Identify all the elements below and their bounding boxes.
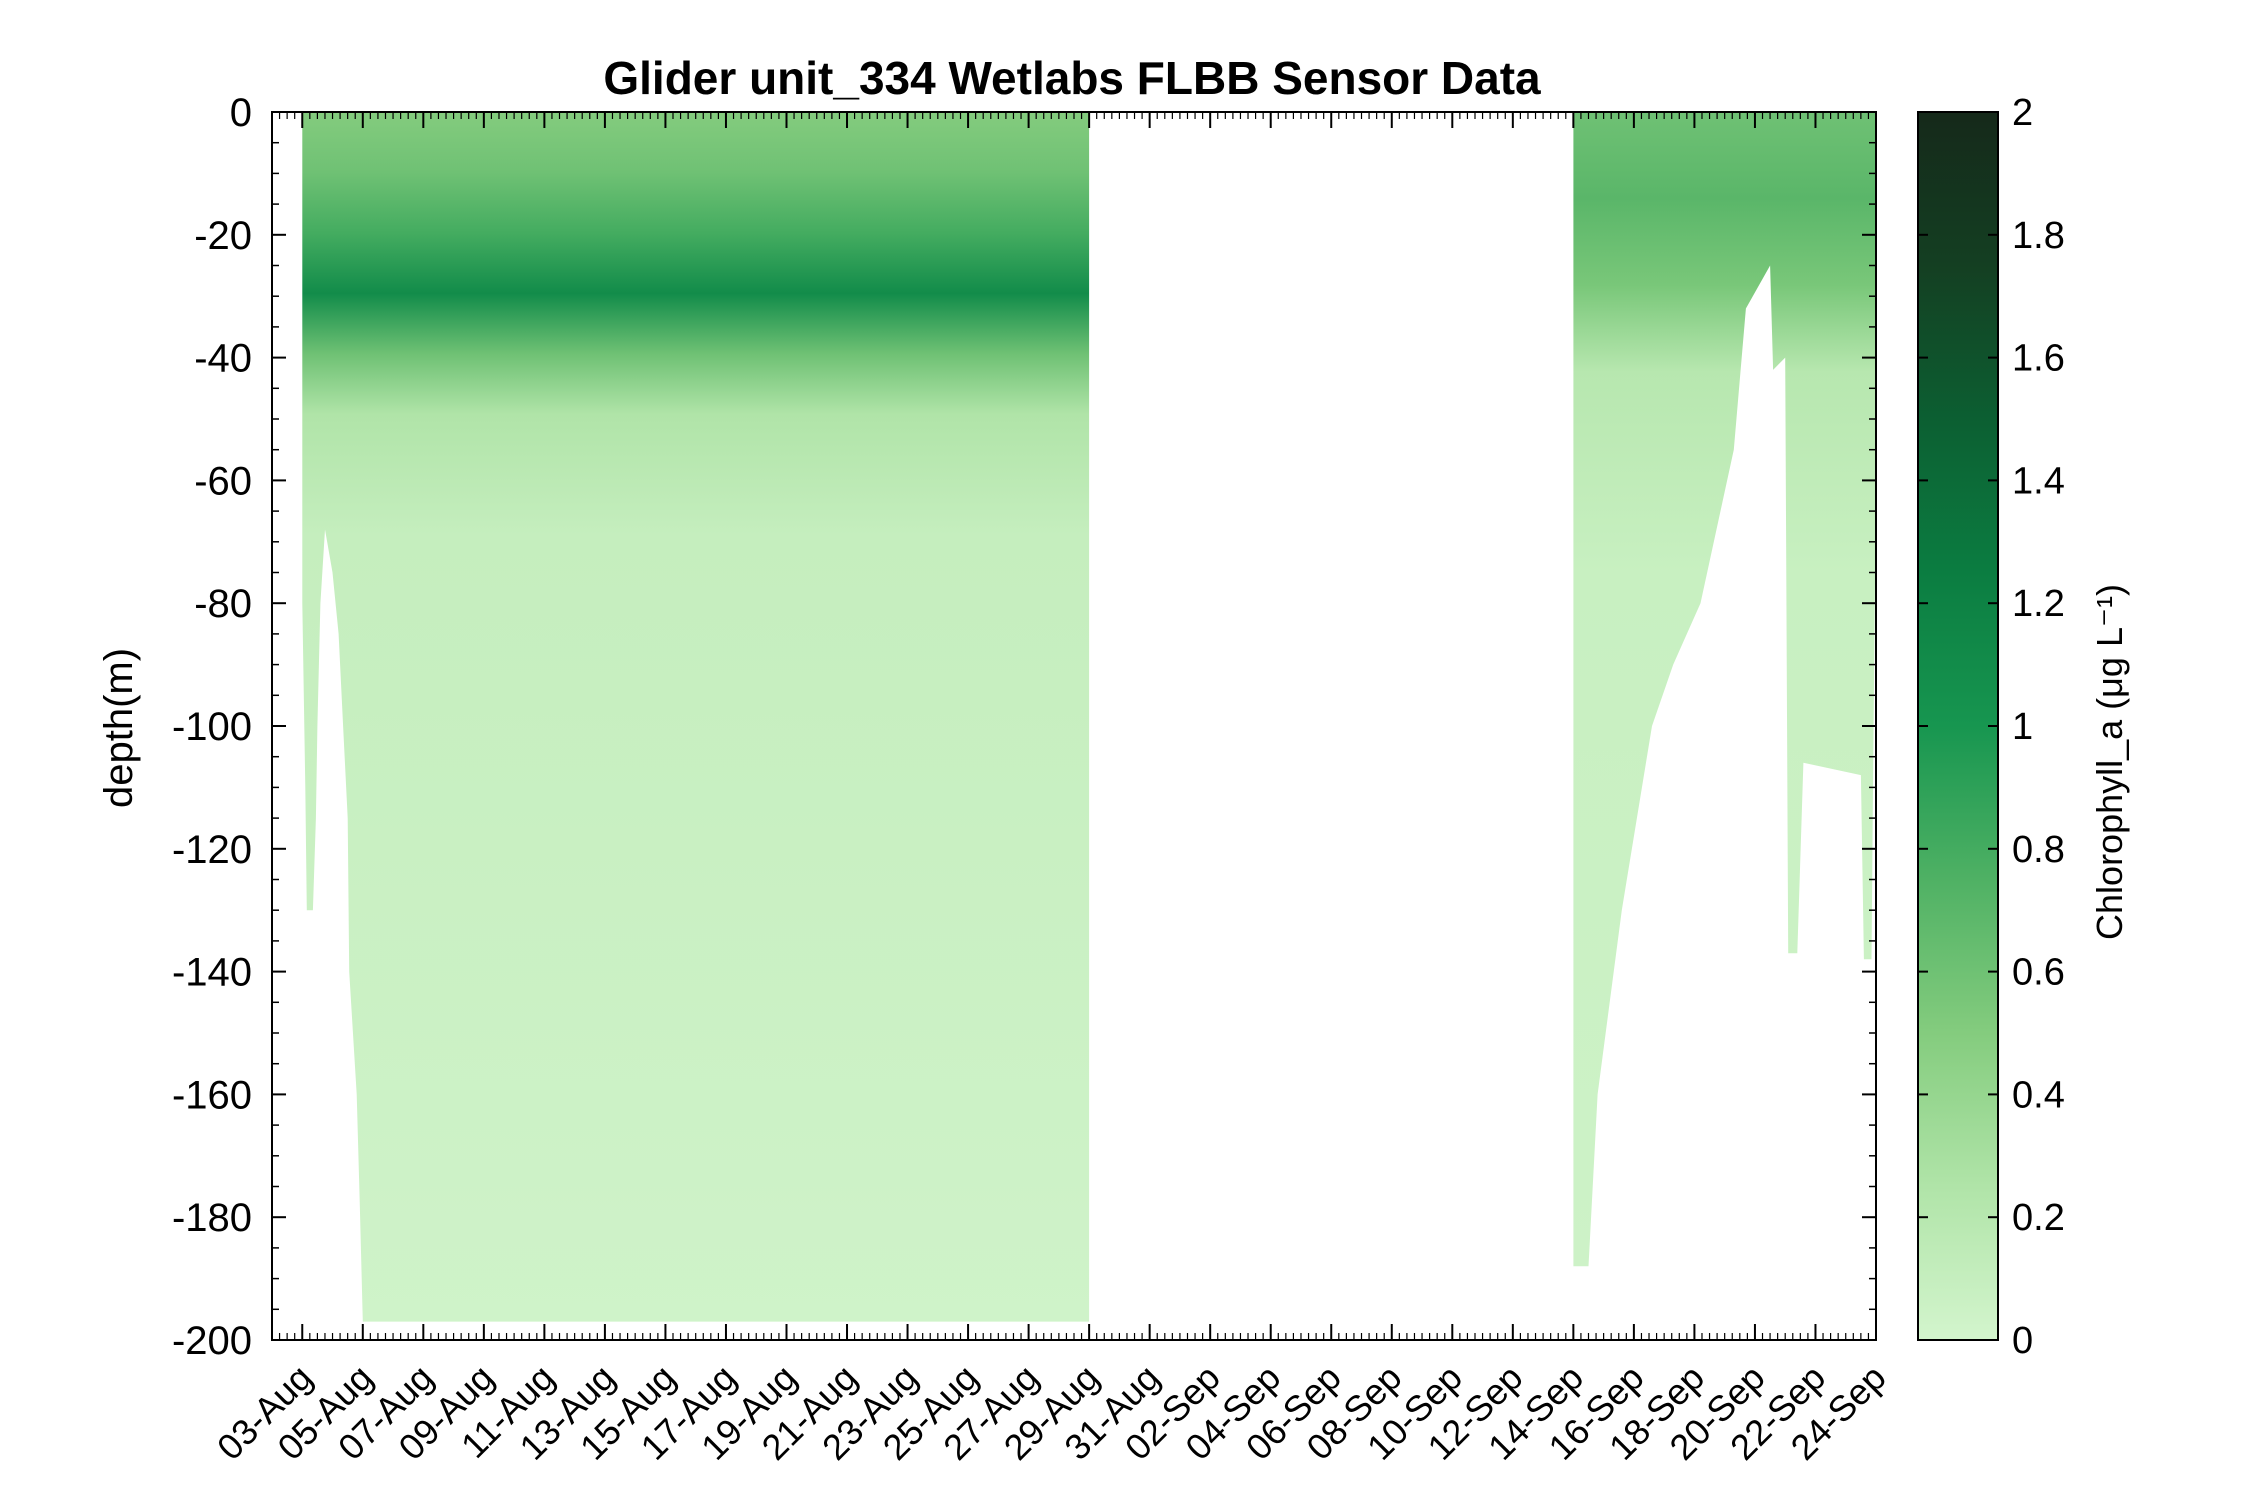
colorbar: 0 0.2 0.4 0.6 0.8 1 1.2 1.4 1.6 1.8 2 Chlorophyll_… [1917,92,2130,1362]
y-tick-label: -200 [172,1319,252,1363]
chart-title: Glider unit_334 Wetlabs FLBB Sensor Data [603,52,1541,104]
colorbar-tick-label: 0 [2012,1320,2033,1362]
y-tick-label: -80 [194,582,252,626]
y-tick-label: -160 [172,1073,252,1117]
plot-area [302,112,1876,1322]
colorbar-tick-label: 1.4 [2012,460,2065,502]
y-axis-label: depth(m) [97,648,141,808]
y-tick-label: 0 [230,91,252,135]
y-axis: 0 -20 -40 -60 -80 -100 -120 -140 -160 -180 -200 [172,91,1876,1363]
colorbar-tick-label: 0.6 [2012,952,2065,994]
y-tick-label: -180 [172,1196,252,1240]
y-tick-label: -140 [172,951,252,995]
colorbar-label-name: Chlorophyll_a [2089,719,2130,940]
y-tick-label: -60 [194,459,252,503]
colorbar-tick-label: 1.6 [2012,338,2065,380]
colorbar-label: Chlorophyll_a (μg L⁻¹) [2089,584,2130,940]
data-segment-aug [302,112,1090,1322]
y-tick-label: -20 [194,214,252,258]
colorbar-ticks: 0 0.2 0.4 0.6 0.8 1 1.2 1.4 1.6 1.8 2 [1918,92,2065,1362]
colorbar-ramp [1917,111,1999,1341]
colorbar-label-close: ) [2089,584,2130,596]
colorbar-label-unit: μg L⁻¹ [2089,596,2130,698]
colorbar-tick-label: 2 [2012,92,2033,134]
data-segment-sep [1573,112,1876,1267]
colorbar-tick-label: 1.2 [2012,583,2065,625]
colorbar-tick-label: 1.8 [2012,215,2065,257]
colorbar-label-open: ( [2089,698,2130,710]
colorbar-tick-label: 0.8 [2012,829,2065,871]
y-tick-label: -100 [172,705,252,749]
colorbar-tick-label: 0.4 [2012,1074,2065,1116]
y-tick-label: -120 [172,828,252,872]
y-tick-label: -40 [194,337,252,381]
colorbar-tick-label: 0.2 [2012,1197,2065,1239]
colorbar-tick-label: 1 [2012,706,2033,748]
